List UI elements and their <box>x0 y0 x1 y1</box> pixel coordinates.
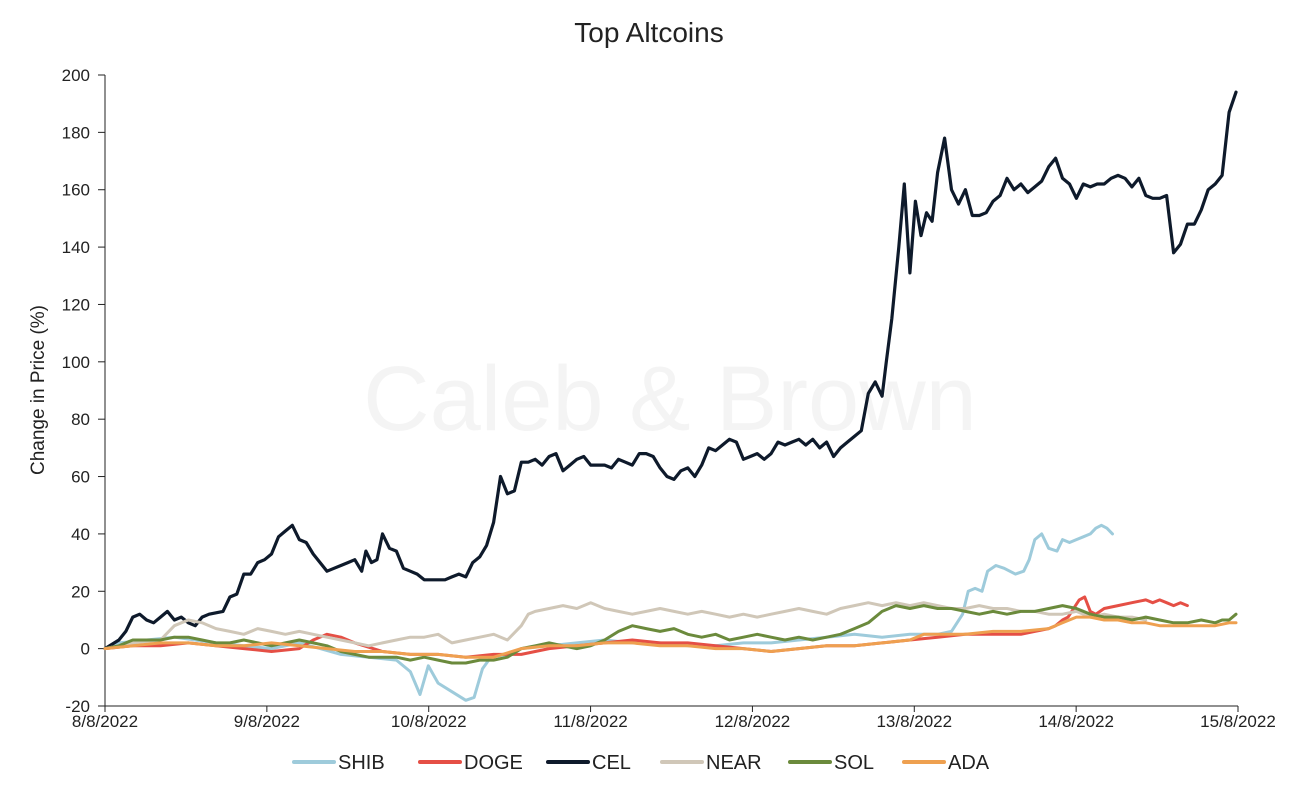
y-tick-label: 60 <box>71 468 90 487</box>
chart-title: Top Altcoins <box>574 17 723 48</box>
x-tick-label: 9/8/2022 <box>234 712 300 731</box>
x-axis: 8/8/2022 9/8/2022 10/8/2022 11/8/2022 12/8/2… <box>72 706 1276 731</box>
legend-item-shib: SHIB <box>292 752 385 774</box>
y-tick-label: 180 <box>62 123 90 142</box>
series-line-sol <box>103 604 1238 665</box>
x-tick-label: 8/8/2022 <box>72 712 138 731</box>
y-tick-label: 80 <box>71 410 90 429</box>
y-tick-label: 140 <box>62 238 90 257</box>
y-tick-label: 120 <box>62 295 90 314</box>
y-tick-label: 0 <box>81 640 90 659</box>
x-tick-label: 11/8/2022 <box>553 712 627 731</box>
series-line-near <box>103 601 1148 651</box>
x-tick-label: 10/8/2022 <box>391 712 467 731</box>
y-tick-label: 100 <box>62 353 90 372</box>
y-tick-label: 200 <box>62 66 90 85</box>
legend-label: SHIB <box>338 752 385 774</box>
series-line-shib <box>103 523 1114 702</box>
y-tick-label: 160 <box>62 181 90 200</box>
series-lines <box>103 90 1238 702</box>
legend-label: DOGE <box>464 752 523 774</box>
y-axis-label: Change in Price (%) <box>28 305 49 475</box>
y-tick-label: 20 <box>71 582 90 601</box>
legend-label: SOL <box>834 752 874 774</box>
y-tick-label: -20 <box>65 697 90 716</box>
y-tick-label: 40 <box>71 525 90 544</box>
x-tick-label: 15/8/2022 <box>1200 712 1276 731</box>
legend-item-near: NEAR <box>660 752 762 774</box>
axis-lines <box>104 75 1238 707</box>
legend-label: CEL <box>592 752 631 774</box>
legend-item-sol: SOL <box>788 752 874 774</box>
x-tick-label: 12/8/2022 <box>715 712 791 731</box>
y-axis: -20 0 20 40 60 80 100 120 140 160 180 200 <box>62 66 105 716</box>
x-tick-label: 14/8/2022 <box>1038 712 1114 731</box>
legend-item-doge: DOGE <box>418 752 523 774</box>
x-tick-label: 13/8/2022 <box>876 712 952 731</box>
watermark: Caleb & Brown <box>363 348 977 450</box>
legend-label: ADA <box>948 752 990 774</box>
series-line-cel <box>103 90 1238 651</box>
legend: SHIB DOGE CEL NEAR SOL ADA <box>292 752 990 774</box>
legend-item-cel: CEL <box>546 752 631 774</box>
legend-label: NEAR <box>706 752 762 774</box>
legend-item-ada: ADA <box>902 752 990 774</box>
series-line-ada <box>103 615 1238 659</box>
